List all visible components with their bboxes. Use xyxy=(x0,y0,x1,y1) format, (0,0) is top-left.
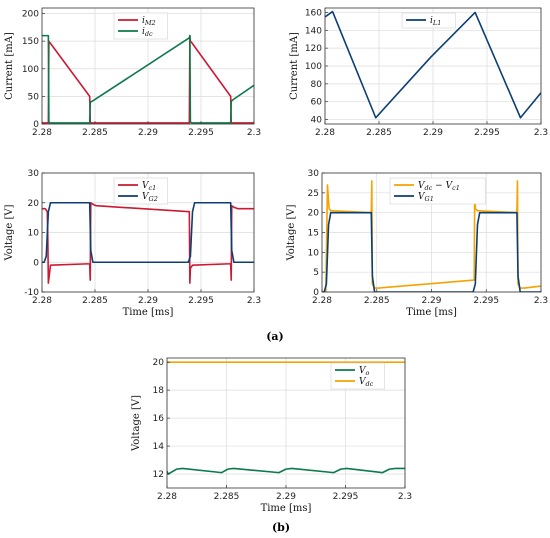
caption-a: (a) xyxy=(266,330,284,343)
x-tick-label: 2.29 xyxy=(421,296,441,306)
series-line-L1 xyxy=(325,10,541,119)
legend-box xyxy=(113,177,168,205)
x-tick-label: 2.29 xyxy=(423,128,443,138)
x-tick-label: 2.28 xyxy=(315,128,335,138)
y-axis-label: Voltage [V] xyxy=(131,395,142,452)
y-tick-label: 15 xyxy=(308,229,319,239)
legend: iL1 xyxy=(401,12,456,29)
x-tick-label: 2.3 xyxy=(247,296,261,306)
y-tick-label: 5 xyxy=(313,268,319,278)
legend-label-G1: VG1 xyxy=(418,192,434,203)
y-tick-label: 14 xyxy=(153,442,165,452)
legend-label-c1: Vc1 xyxy=(142,181,156,192)
x-tick-label: 2.295 xyxy=(474,128,500,138)
series-line-dc xyxy=(42,34,254,124)
chart-p5: 2.28 2.285 2.29 2.295 2.3 12 14 16 18 20 Voltage [… xyxy=(131,357,412,514)
x-tick-label: 2.3 xyxy=(534,296,548,306)
legend-box xyxy=(401,12,456,29)
series-line-o xyxy=(167,467,405,475)
legend-box xyxy=(389,177,486,205)
y-tick-label: 30 xyxy=(28,169,40,179)
y-tick-label: 10 xyxy=(308,248,320,258)
y-tick-label: 10 xyxy=(28,229,40,239)
legend-box xyxy=(113,12,168,40)
x-tick-label: 2.28 xyxy=(32,296,52,306)
x-tick-label: 2.295 xyxy=(473,296,499,306)
y-axis-label: Current [mA] xyxy=(289,32,300,100)
y-tick-label: 100 xyxy=(22,65,39,75)
y-tick-label: 50 xyxy=(28,92,40,102)
legend-box xyxy=(330,362,385,390)
x-tick-label: 2.3 xyxy=(534,128,548,138)
legend-label-dc: Vdc xyxy=(359,377,374,388)
y-tick-label: 120 xyxy=(305,44,322,54)
y-tick-label: 100 xyxy=(305,62,322,72)
y-axis-label: Voltage [V] xyxy=(4,204,15,261)
x-tick-label: 2.295 xyxy=(188,296,214,306)
y-tick-label: 20 xyxy=(308,209,320,219)
x-axis-label: Time [ms] xyxy=(406,307,457,318)
x-axis-label: Time [ms] xyxy=(123,307,174,318)
y-tick-label: 12 xyxy=(153,470,164,480)
y-axis-label: Voltage [V] xyxy=(286,204,297,261)
y-tick-label: 150 xyxy=(22,37,39,47)
y-tick-label: 0 xyxy=(33,258,39,268)
y-axis-label: Current [mA] xyxy=(4,32,15,100)
x-tick-label: 2.29 xyxy=(276,492,296,502)
y-tick-label: 160 xyxy=(305,8,322,18)
y-tick-label: 0 xyxy=(33,120,39,130)
y-tick-label: 20 xyxy=(28,199,40,209)
y-tick-label: -10 xyxy=(24,288,39,298)
y-tick-label: 0 xyxy=(313,288,319,298)
y-tick-label: 30 xyxy=(308,169,320,179)
y-tick-label: 16 xyxy=(153,414,165,424)
y-tick-label: 60 xyxy=(311,98,323,108)
y-tick-label: 40 xyxy=(311,116,323,126)
x-tick-label: 2.285 xyxy=(82,128,108,138)
x-tick-label: 2.285 xyxy=(366,128,392,138)
x-tick-label: 2.3 xyxy=(247,128,261,138)
y-tick-label: 200 xyxy=(22,10,39,20)
chart-p3: 2.28 2.285 2.29 2.295 2.3 -10 0 10 20 30 Voltage [… xyxy=(4,169,261,318)
chart-p1: 2.28 2.285 2.29 2.295 2.3 0 50 100 150 200 Current… xyxy=(4,7,261,138)
y-tick-label: 140 xyxy=(305,26,322,36)
x-tick-label: 2.29 xyxy=(138,128,158,138)
x-tick-label: 2.28 xyxy=(312,296,332,306)
y-tick-label: 20 xyxy=(153,358,165,368)
legend-label-o: Vo xyxy=(359,366,370,377)
legend-label-dc: idc xyxy=(142,27,153,38)
caption-b: (b) xyxy=(272,521,290,534)
series-line-G2 xyxy=(42,201,254,264)
x-tick-label: 2.29 xyxy=(138,296,158,306)
y-tick-label: 80 xyxy=(311,80,323,90)
chart-p4: 2.28 2.285 2.29 2.295 2.3 0 5 10 15 20 25 30 Voltage… xyxy=(286,169,548,318)
x-axis-label: Time [ms] xyxy=(261,503,312,514)
legend-label-dc: Vdc − Vc1 xyxy=(418,181,460,192)
chart-p2: 2.28 2.285 2.29 2.295 2.3 40 60 80 100 120 140 160 C… xyxy=(289,7,548,138)
x-tick-label: 2.295 xyxy=(188,128,214,138)
x-tick-label: 2.285 xyxy=(364,296,390,306)
legend-label-M2: iM2 xyxy=(142,16,156,27)
x-tick-label: 2.28 xyxy=(32,128,52,138)
x-tick-label: 2.28 xyxy=(157,492,177,502)
x-tick-label: 2.285 xyxy=(214,492,240,502)
x-tick-label: 2.295 xyxy=(333,492,359,502)
legend-label-G2: VG2 xyxy=(142,192,158,203)
x-tick-label: 2.3 xyxy=(398,492,412,502)
y-tick-label: 25 xyxy=(308,189,319,199)
legend-label-L1: iL1 xyxy=(430,16,441,27)
y-tick-label: 18 xyxy=(153,386,165,396)
x-tick-label: 2.285 xyxy=(82,296,108,306)
series-line-G1 xyxy=(322,211,541,292)
